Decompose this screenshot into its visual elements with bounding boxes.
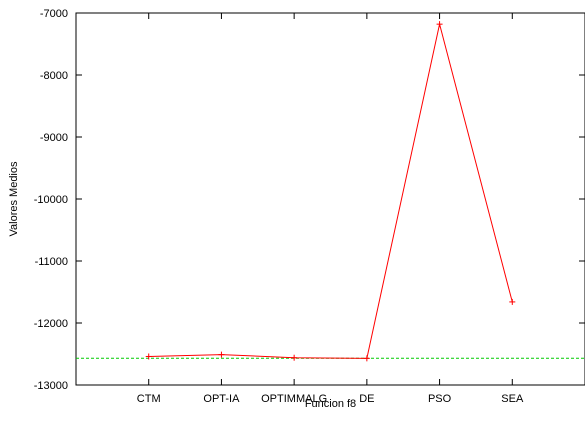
y-tick-label: -10000 <box>34 194 68 206</box>
y-axis: -7000 -8000 -9000 -10000 -11000 -12000 -13000 <box>34 8 585 392</box>
x-tick-label: CTM <box>137 393 161 405</box>
x-tick-label: OPT-IA <box>203 393 240 405</box>
y-tick-label: -9000 <box>40 132 68 144</box>
y-tick-label: -13000 <box>34 380 68 392</box>
plot-area-frame <box>75 12 585 386</box>
x-tick-label: DE <box>359 393 374 405</box>
data-point <box>363 355 370 362</box>
y-tick-label: -11000 <box>35 256 68 268</box>
data-point <box>218 351 225 358</box>
y-tick-label: -8000 <box>40 70 68 82</box>
x-axis: CTM OPT-IA OPTIMMALG DE PSO SEA <box>137 13 524 405</box>
y-tick-label: -7000 <box>40 8 68 20</box>
x-axis-label: Funcion f8 <box>305 398 356 410</box>
y-axis-label: Valores Medios <box>8 161 20 236</box>
data-point <box>509 298 516 305</box>
data-point <box>145 353 152 360</box>
series-group <box>145 21 516 362</box>
data-point <box>291 354 298 361</box>
y-tick-label: -12000 <box>34 318 68 330</box>
x-tick-label: SEA <box>501 393 524 405</box>
x-tick-label: OPTIMMALG <box>261 393 327 405</box>
x-tick-label: PSO <box>428 393 452 405</box>
data-point <box>436 21 443 28</box>
series-line <box>148 24 513 359</box>
